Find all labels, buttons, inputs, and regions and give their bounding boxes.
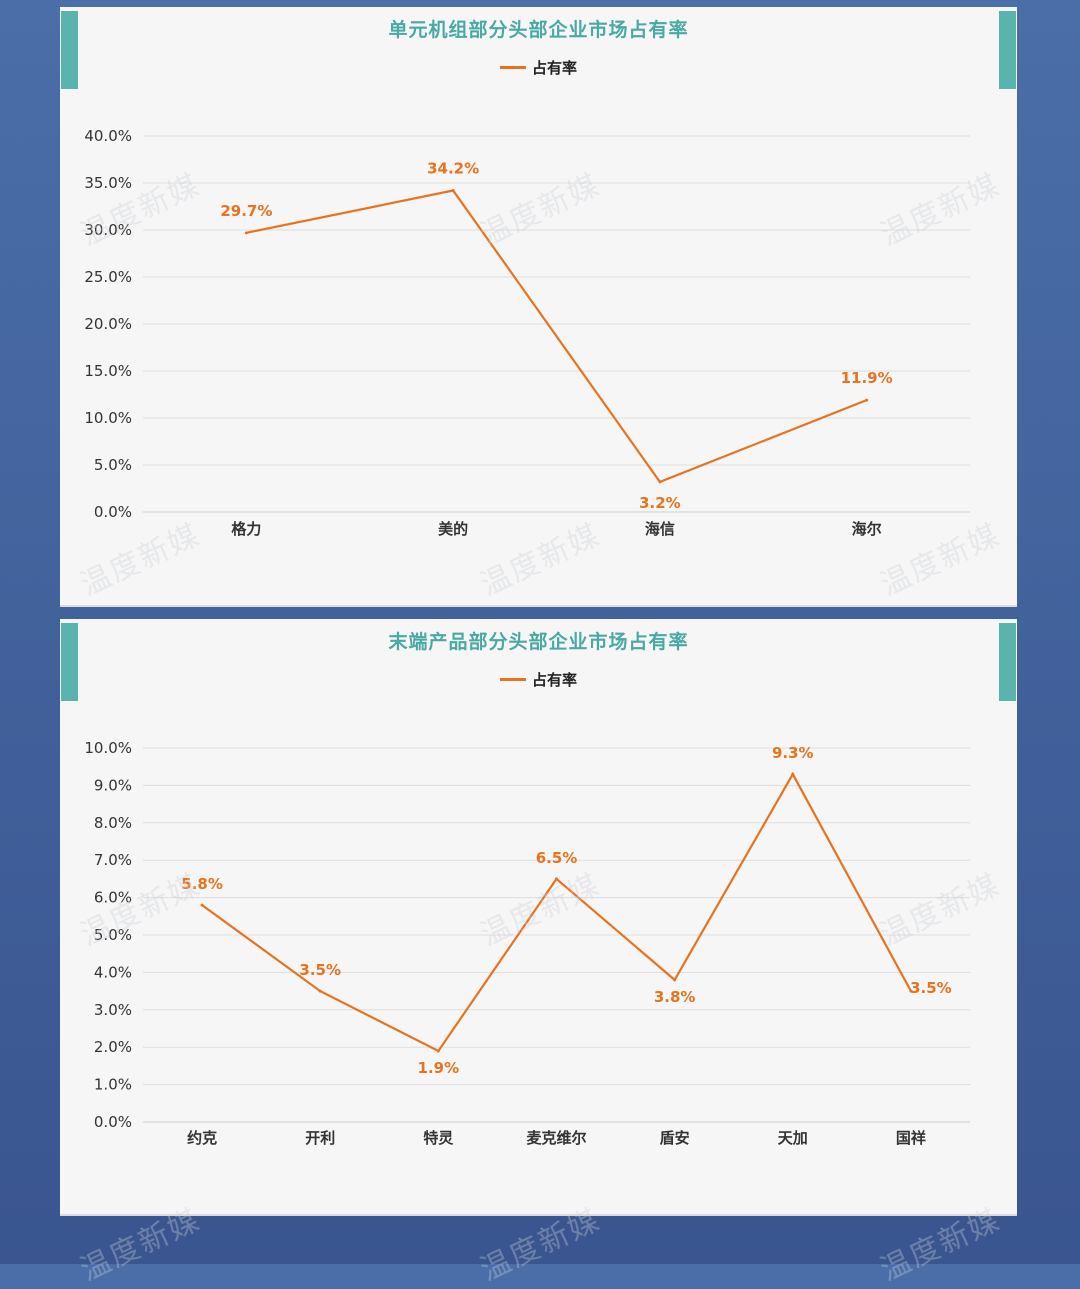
line-chart: 0.0% 5.0% 10.0% 15.0% 20.0% 25.0% 30.0% 35.0% 40…: [84, 127, 970, 538]
data-label: 3.8%: [654, 988, 696, 1006]
y-tick-label: 40.0%: [84, 127, 132, 145]
chart-card-unit: 单元机组部分头部企业市场占有率 占有率 0.0% 5.0% 10.0% 15.0% 20…: [60, 7, 1017, 607]
legend-label: 占有率: [531, 671, 577, 689]
accent-bar-left: [61, 623, 78, 701]
data-label: 3.2%: [639, 494, 681, 512]
legend-line-swatch: [499, 66, 526, 69]
data-point: [436, 1049, 440, 1053]
y-tick-label: 0.0%: [94, 503, 132, 521]
x-tick-label: 麦克维尔: [526, 1129, 586, 1147]
data-label: 1.9%: [418, 1059, 460, 1077]
y-tick-label: 10.0%: [84, 409, 132, 427]
x-tick-label: 海信: [645, 520, 675, 538]
y-tick-label: 4.0%: [94, 963, 132, 981]
x-tick-label: 美的: [438, 520, 468, 538]
chart-legend: 占有率: [60, 669, 1017, 690]
data-label: 11.9%: [841, 369, 893, 387]
x-tick-label: 特灵: [423, 1129, 454, 1147]
y-tick-label: 0.0%: [94, 1113, 132, 1131]
data-label: 5.8%: [181, 875, 223, 893]
data-point: [865, 398, 869, 402]
data-point: [451, 189, 455, 193]
y-tick-label: 25.0%: [84, 268, 132, 286]
y-tick-label: 10.0%: [84, 739, 132, 757]
y-tick-label: 30.0%: [84, 221, 132, 239]
x-tick-label: 海尔: [852, 520, 882, 538]
y-tick-label: 2.0%: [94, 1038, 132, 1056]
data-label: 6.5%: [536, 849, 578, 867]
y-tick-label: 7.0%: [94, 851, 132, 869]
y-tick-label: 8.0%: [94, 814, 132, 832]
accent-bar-right: [999, 11, 1016, 89]
data-point: [673, 978, 677, 982]
data-point: [791, 772, 795, 776]
line-chart: 0.0% 1.0% 2.0% 3.0% 4.0% 5.0% 6.0% 7.0% 8.0% 9.0%…: [84, 739, 970, 1147]
data-label: 9.3%: [772, 744, 814, 762]
legend-line-swatch: [499, 678, 526, 681]
x-tick-label: 约克: [187, 1129, 217, 1147]
x-tick-label: 开利: [305, 1129, 335, 1147]
accent-bar-left: [61, 11, 78, 89]
series-line: [246, 189, 868, 484]
data-point: [318, 989, 322, 993]
y-tick-label: 20.0%: [84, 315, 132, 333]
data-point: [658, 480, 662, 484]
y-tick-label: 5.0%: [94, 456, 132, 474]
data-point: [244, 231, 248, 235]
data-point: [555, 877, 558, 881]
y-tick-label: 15.0%: [84, 362, 132, 380]
y-tick-label: 1.0%: [94, 1076, 132, 1094]
data-label: 34.2%: [427, 160, 479, 178]
y-tick-label: 9.0%: [94, 776, 132, 794]
legend-label: 占有率: [531, 59, 577, 77]
y-tick-label: 5.0%: [94, 926, 132, 944]
x-tick-label: 盾安: [660, 1129, 690, 1147]
chart-title: 单元机组部分头部企业市场占有率: [388, 19, 689, 41]
chart-card-terminal: 末端产品部分头部企业市场占有率 占有率 0.0% 1.0% 2.0% 3.0% 4.0%…: [60, 619, 1017, 1216]
accent-bar-right: [999, 623, 1016, 701]
x-tick-label: 国祥: [896, 1129, 926, 1147]
y-tick-label: 6.0%: [94, 889, 132, 907]
chart-legend: 占有率: [60, 57, 1017, 78]
data-label: 3.5%: [910, 979, 952, 997]
data-point: [200, 903, 204, 907]
chart-title: 末端产品部分头部企业市场占有率: [388, 631, 689, 653]
data-point: [909, 989, 913, 993]
y-tick-label: 3.0%: [94, 1001, 132, 1019]
data-label: 29.7%: [220, 202, 272, 220]
x-tick-label: 天加: [778, 1129, 808, 1147]
data-label: 3.5%: [299, 961, 341, 979]
y-tick-label: 35.0%: [84, 174, 132, 192]
x-tick-label: 格力: [231, 520, 261, 538]
